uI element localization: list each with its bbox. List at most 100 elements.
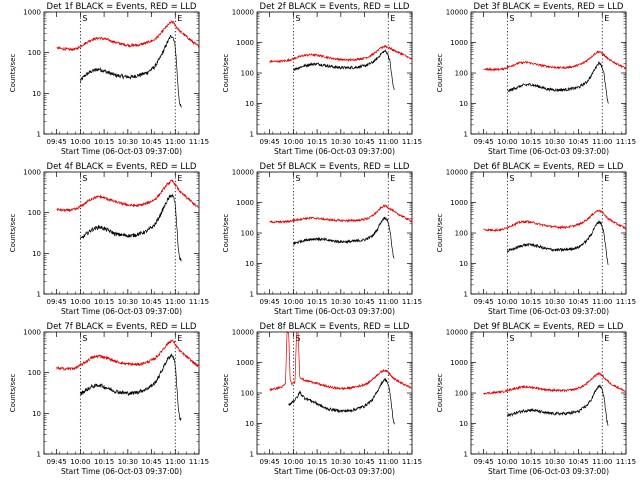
y-tick-label: 10 (32, 410, 41, 418)
x-axis-label: Start Time (06-Oct-03 09:37:00) (488, 307, 609, 316)
x-tick-label: 11:00 (592, 458, 612, 466)
x-tick-label: 11:15 (616, 138, 636, 146)
y-tick-label: 10000 (446, 9, 468, 17)
x-axis: 09:45 10:00 10:15 10:30 10:45 11:00 11:15 (43, 172, 209, 306)
y-tick-label: 100 (28, 209, 41, 217)
lld-series-line (56, 179, 200, 213)
end-marker-label: E (177, 174, 182, 183)
x-tick-label: 10:15 (94, 298, 114, 306)
lld-series-line (483, 371, 627, 396)
events-series-line (293, 48, 395, 91)
y-tick-label: 1000 (23, 329, 41, 337)
end-marker-label: E (390, 334, 395, 343)
y-axis-label: Counts/sec (9, 374, 17, 413)
end-marker-label: E (177, 14, 182, 23)
x-axis: 09:45 10:00 10:15 10:30 10:45 11:00 11:15 (470, 332, 636, 466)
x-tick-label: 10:30 (545, 458, 565, 466)
plot-frame (470, 11, 627, 135)
start-marker-label: S (82, 14, 87, 23)
start-marker-label: S (82, 334, 87, 343)
events-series-line (507, 61, 609, 104)
x-tick-label: 10:45 (141, 138, 161, 146)
y-tick-label: 1000 (23, 169, 41, 177)
y-axis-label: Counts/sec (436, 214, 444, 253)
y-tick-label: 1000 (450, 199, 468, 207)
plot-frame (470, 171, 627, 295)
y-tick-label: 10000 (446, 169, 468, 177)
y-tick-label: 1 (464, 131, 468, 139)
x-tick-label: 11:00 (378, 138, 398, 146)
y-axis: 1 10 100 1000 10000 (446, 9, 626, 139)
y-tick-label: 100 (455, 390, 468, 398)
y-tick-label: 100 (455, 70, 468, 78)
x-tick-label: 10:30 (331, 298, 351, 306)
x-tick-label: 11:00 (165, 458, 185, 466)
chart-panel-1: Det 1f BLACK = Events, RED = LLD 1 10 100 10… (9, 2, 209, 156)
x-tick-label: 10:30 (118, 458, 138, 466)
x-tick-label: 09:45 (260, 138, 280, 146)
y-axis: 1 10 100 1000 (23, 169, 199, 299)
x-tick-label: 10:45 (141, 298, 161, 306)
y-tick-label: 100 (241, 390, 254, 398)
x-axis-label: Start Time (06-Oct-03 09:37:00) (488, 467, 609, 476)
y-tick-label: 10000 (232, 9, 254, 17)
y-tick-label: 1000 (450, 39, 468, 47)
x-tick-label: 10:45 (354, 458, 374, 466)
x-tick-label: 09:45 (47, 298, 67, 306)
y-axis: 1 10 100 1000 (23, 9, 199, 139)
x-tick-label: 10:00 (70, 458, 90, 466)
x-axis-label: Start Time (06-Oct-03 09:37:00) (61, 467, 182, 476)
y-tick-label: 10 (459, 420, 468, 428)
lld-series-line (56, 19, 200, 51)
y-axis-label: Counts/sec (436, 374, 444, 413)
x-tick-label: 11:00 (592, 138, 612, 146)
x-tick-label: 10:00 (283, 298, 303, 306)
x-tick-label: 10:15 (521, 298, 541, 306)
y-axis: 1 10 100 1000 10000 (232, 329, 412, 459)
y-tick-label: 10 (245, 260, 254, 268)
x-axis: 09:45 10:00 10:15 10:30 10:45 11:00 11:15 (470, 172, 636, 306)
y-tick-label: 1 (250, 451, 254, 459)
chart-panel-2: Det 2f BLACK = Events, RED = LLD 1 10 100 10… (222, 2, 422, 156)
events-series-line (507, 384, 609, 426)
x-tick-label: 10:00 (497, 458, 517, 466)
x-tick-label: 11:15 (189, 298, 209, 306)
x-tick-label: 10:15 (94, 138, 114, 146)
start-marker-label: S (509, 174, 514, 183)
x-tick-label: 09:45 (474, 138, 494, 146)
y-tick-label: 1 (464, 291, 468, 299)
plot-frame (43, 331, 200, 455)
x-tick-label: 11:00 (378, 298, 398, 306)
y-tick-label: 10000 (232, 169, 254, 177)
x-tick-label: 10:45 (568, 458, 588, 466)
events-series-line (80, 353, 182, 422)
lld-series-line (269, 330, 413, 392)
lld-series-line (56, 339, 200, 371)
y-axis: 1 10 100 1000 10000 (446, 329, 626, 459)
y-axis-label: Counts/sec (222, 214, 230, 253)
plot-frame (43, 11, 200, 135)
events-series-line (293, 216, 395, 259)
x-axis: 09:45 10:00 10:15 10:30 10:45 11:00 11:15 (470, 12, 636, 146)
x-tick-label: 10:45 (354, 138, 374, 146)
y-tick-label: 10 (32, 250, 41, 258)
start-marker-label: S (295, 174, 300, 183)
events-series-line (288, 377, 395, 425)
x-tick-label: 10:15 (521, 458, 541, 466)
x-tick-label: 10:30 (331, 458, 351, 466)
y-tick-label: 100 (241, 70, 254, 78)
x-tick-label: 10:15 (307, 298, 327, 306)
x-tick-label: 10:00 (283, 138, 303, 146)
x-tick-label: 10:30 (545, 138, 565, 146)
y-tick-label: 100 (28, 369, 41, 377)
y-tick-label: 1000 (23, 9, 41, 17)
x-tick-label: 11:00 (165, 138, 185, 146)
x-tick-label: 10:00 (70, 298, 90, 306)
x-tick-label: 11:15 (189, 458, 209, 466)
x-tick-label: 11:15 (616, 458, 636, 466)
y-tick-label: 1 (464, 451, 468, 459)
chart-panel-6: Det 6f BLACK = Events, RED = LLD 1 10 100 10… (436, 162, 636, 316)
y-tick-label: 10 (245, 100, 254, 108)
start-marker-label: S (295, 14, 300, 23)
